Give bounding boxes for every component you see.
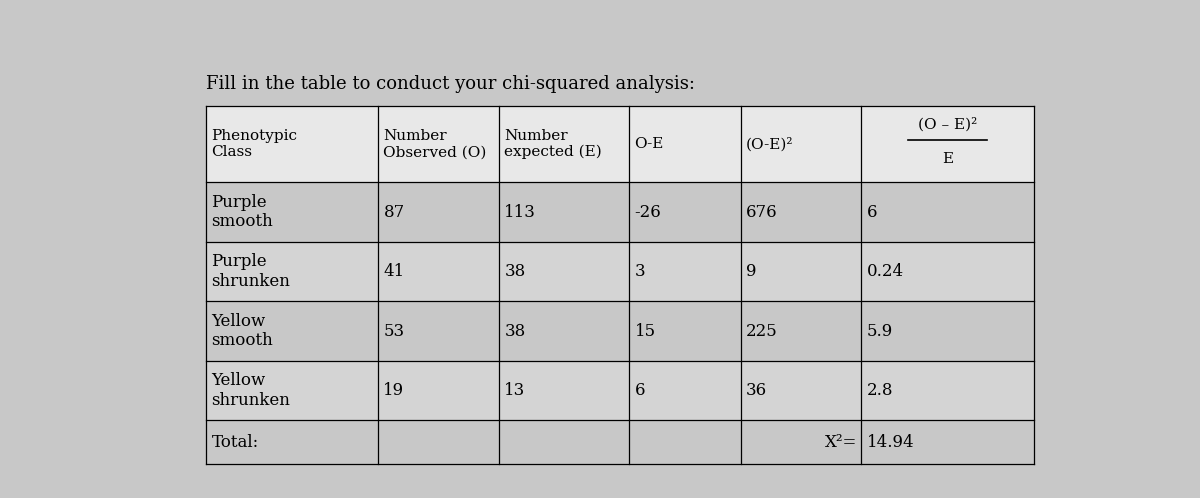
Text: Yellow
smooth: Yellow smooth (211, 313, 274, 350)
Text: 53: 53 (384, 323, 404, 340)
Text: 38: 38 (504, 323, 526, 340)
Text: -26: -26 (635, 204, 661, 221)
Text: 87: 87 (384, 204, 404, 221)
Text: E: E (942, 152, 953, 166)
Text: Fill in the table to conduct your chi-squared analysis:: Fill in the table to conduct your chi-sq… (206, 75, 695, 93)
Text: 36: 36 (746, 382, 767, 399)
Text: 676: 676 (746, 204, 778, 221)
Text: 14.94: 14.94 (868, 434, 914, 451)
Text: 6: 6 (635, 382, 646, 399)
Text: 2.8: 2.8 (868, 382, 894, 399)
Text: 0.24: 0.24 (868, 263, 904, 280)
Text: 13: 13 (504, 382, 526, 399)
Text: (O – E)²: (O – E)² (918, 118, 977, 132)
Text: 113: 113 (504, 204, 536, 221)
Text: Purple
smooth: Purple smooth (211, 194, 274, 231)
Text: Phenotypic
Class: Phenotypic Class (211, 129, 298, 159)
Text: Number
expected (E): Number expected (E) (504, 129, 602, 159)
Text: 38: 38 (504, 263, 526, 280)
Text: O-E: O-E (635, 137, 664, 151)
Text: 6: 6 (868, 204, 877, 221)
Text: 3: 3 (635, 263, 646, 280)
Text: (O-E)²: (O-E)² (746, 137, 793, 151)
Text: 5.9: 5.9 (868, 323, 893, 340)
Text: 41: 41 (384, 263, 404, 280)
Text: X²=: X²= (824, 434, 857, 451)
Text: Total:: Total: (211, 434, 259, 451)
Text: Number
Observed (O): Number Observed (O) (384, 129, 487, 159)
Text: Purple
shrunken: Purple shrunken (211, 253, 290, 290)
Text: 9: 9 (746, 263, 757, 280)
Text: 15: 15 (635, 323, 655, 340)
Text: 19: 19 (384, 382, 404, 399)
Text: 225: 225 (746, 323, 778, 340)
Text: Yellow
shrunken: Yellow shrunken (211, 372, 290, 409)
